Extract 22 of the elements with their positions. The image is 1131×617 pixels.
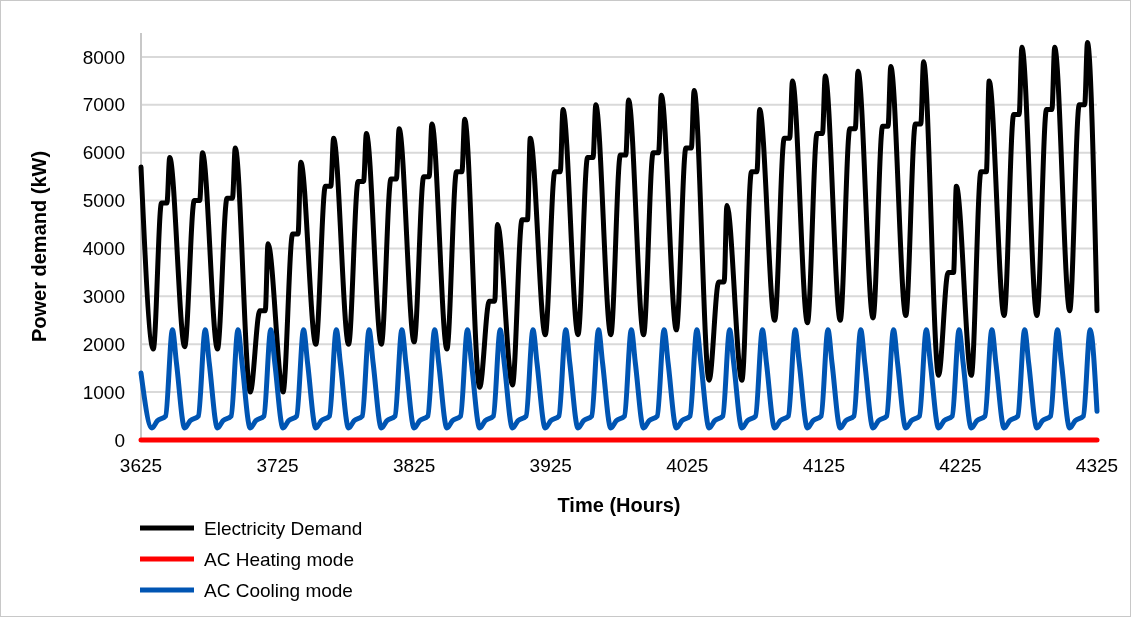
legend-label: Electricity Demand bbox=[204, 517, 363, 539]
legend-label: AC Cooling mode bbox=[204, 579, 353, 601]
x-tick-label: 4125 bbox=[802, 455, 845, 476]
x-tick-label: 3825 bbox=[393, 455, 436, 476]
y-tick-label: 5000 bbox=[82, 190, 125, 212]
x-tick-label: 4225 bbox=[939, 455, 982, 476]
y-tick-label: 4000 bbox=[82, 238, 125, 260]
x-tick-label: 4025 bbox=[666, 455, 709, 476]
x-tick-label: 4325 bbox=[1075, 455, 1119, 476]
legend-label: AC Heating mode bbox=[204, 548, 354, 570]
y-tick-label: 2000 bbox=[82, 333, 125, 355]
x-tick-label: 3925 bbox=[529, 455, 572, 476]
y-tick-label: 1000 bbox=[82, 381, 125, 403]
y-axis-title: Power demand (kW) bbox=[28, 150, 50, 343]
x-tick-label: 3725 bbox=[256, 455, 299, 476]
y-tick-label: 3000 bbox=[82, 286, 125, 307]
y-tick-label: 6000 bbox=[82, 142, 125, 164]
y-tick-label: 0 bbox=[114, 429, 125, 451]
y-tick-label: 7000 bbox=[82, 94, 125, 116]
x-tick-label: 3625 bbox=[119, 455, 163, 476]
y-tick-label: 8000 bbox=[82, 46, 125, 68]
x-axis-title: Time (Hours) bbox=[557, 494, 681, 516]
